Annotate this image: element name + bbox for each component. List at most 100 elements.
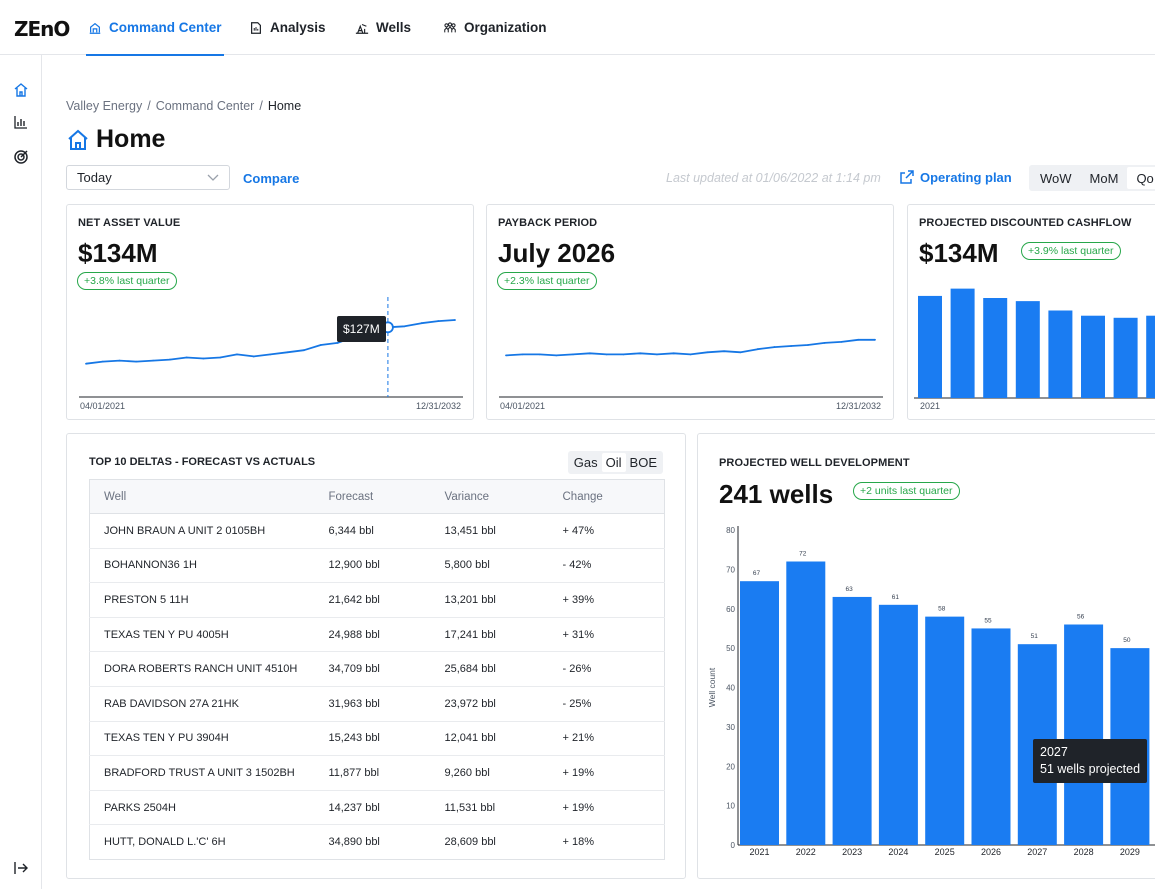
data-point [521,353,524,356]
table-row[interactable]: HUTT, DONALD L.'C' 6H 34,890 bbl 28,609 bb… [90,825,665,860]
column-header-forecast[interactable]: Forecast [314,479,431,514]
cashflow-bar[interactable] [1113,317,1138,398]
home-icon [68,129,88,150]
cell-change: + 39% [548,582,665,618]
cell-change: + 21% [548,721,665,757]
data-point [219,356,222,359]
cell-forecast: 11,877 bbl [314,755,431,791]
period-mom[interactable]: MoM [1089,171,1119,186]
cashflow-bar[interactable] [983,298,1008,398]
document-icon [251,21,261,34]
nav-tab-wells[interactable]: Wells [355,0,411,55]
cell-well: BOHANNON36 1H [89,548,315,584]
tooltip-text: 51 wells projected [1040,762,1141,776]
table-row[interactable]: TEXAS TEN Y PU 4005H 24,988 bbl 17,241 bbl… [89,617,665,653]
change-badge: +3.9% last quarter [1021,242,1121,260]
compare-button[interactable]: Compare [243,171,300,186]
cell-change: - 42% [548,548,665,584]
x-tick-label: 2028 [1074,847,1094,857]
nav-tab-analysis[interactable]: Analysis [249,0,326,55]
period-wow[interactable]: WoW [1040,171,1072,186]
data-point [303,349,305,352]
y-tick-label: 20 [726,762,735,771]
expand-sidebar-icon[interactable] [13,860,29,876]
cell-well: DORA ROBERTS RANCH UNIT 4510H [89,651,315,687]
cashflow-bar[interactable] [1015,301,1040,398]
column-header-well[interactable]: Well [89,479,315,514]
column-header-change[interactable]: Change [548,479,665,514]
cashflow-bar[interactable] [1146,315,1155,398]
data-point [403,325,406,328]
data-point [605,353,608,356]
card-label: PROJECTED WELL DEVELOPMENT [719,457,910,469]
page-title: Home [66,125,165,154]
cashflow-bar[interactable] [950,288,975,398]
start-year: 2021 [920,401,941,411]
cashflow-bar[interactable] [1081,315,1105,398]
table-row[interactable]: TEXAS TEN Y PU 3904H 15,243 bbl 12,041 bbl… [89,721,665,757]
operating-plan-link[interactable]: Operating plan [900,170,1012,185]
cell-forecast: 34,709 bbl [314,651,431,687]
table-row[interactable]: DORA ROBERTS RANCH UNIT 4510H 34,709 bbl 2… [89,651,665,687]
end-date: 12/31/2032 [415,401,461,411]
tooltip-year: 2027 [1040,745,1068,759]
nav-tab-command-center[interactable]: Command Center [86,0,224,56]
cell-forecast: 24,988 bbl [314,617,431,653]
table-row[interactable]: BRADFORD TRUST A UNIT 3 1502BH 11,877 bbl… [89,755,665,791]
data-point [723,350,725,353]
data-point [286,351,289,354]
well-bar[interactable] [832,596,872,845]
x-tick-label: 2027 [1027,847,1047,857]
table-row[interactable]: BOHANNON36 1H 12,900 bbl 5,800 bbl - 42% [89,548,665,584]
app-logo[interactable]: ZEnO [14,17,70,41]
toggle-gas[interactable]: Gas [573,455,598,470]
dashboard-icon [89,22,101,34]
well-bar[interactable] [740,581,779,845]
oil-well-icon [355,23,369,34]
table-row[interactable]: RAB DAVIDSON 27A 21HK 31,963 bbl 23,972 bb… [89,686,665,722]
x-tick-label: 2022 [796,847,816,857]
operating-plan-label: Operating plan [920,170,1012,185]
nav-label: Wells [376,20,412,35]
column-header-variance[interactable]: Variance [430,479,549,514]
table-row[interactable]: PARKS 2504H 14,237 bbl 11,531 bbl + 19% [89,790,665,826]
start-date: 04/01/2021 [80,401,126,411]
data-point [773,346,776,348]
table-row[interactable]: PRESTON 5 11H 21,642 bbl 13,201 bbl + 39% [89,582,665,618]
card-label: NET ASSET VALUE [78,217,181,229]
y-tick-label: 0 [731,841,736,850]
toggle-oil[interactable]: Oil [601,453,626,472]
nav-tab-organization[interactable]: Organization [443,0,547,55]
bar-value-label: 56 [1077,614,1085,621]
well-bar[interactable] [786,561,826,846]
date-range-select[interactable]: Today [66,165,230,190]
well-bar[interactable] [878,604,918,845]
cell-change: - 25% [548,686,665,722]
period-qoq[interactable]: Qo [1127,167,1155,189]
change-badge: +2.3% last quarter [497,272,597,290]
data-point [555,354,558,357]
well-bar[interactable] [1064,624,1104,846]
y-tick-label: 40 [726,684,735,693]
bar-chart-icon[interactable] [13,114,29,130]
cell-variance: 25,684 bbl [430,651,549,687]
cell-change: + 47% [548,513,665,549]
cell-variance: 28,609 bbl [444,836,496,849]
deltas-table: Well Forecast Variance Change JOHN BRAUN… [89,479,665,860]
well-bar[interactable] [971,628,1011,845]
data-point [420,322,423,325]
cell-forecast: 14,237 bbl [314,790,431,826]
breadcrumb-section[interactable]: Command Center [155,99,255,113]
cashflow-bar[interactable] [918,295,942,398]
data-point [689,353,692,356]
toggle-boe[interactable]: BOE [629,455,657,470]
y-axis-title: Well count [707,667,717,707]
breadcrumb-org[interactable]: Valley Energy [66,99,143,113]
table-row[interactable]: JOHN BRAUN A UNIT 2 0105BH 6,344 bbl 13,45… [89,513,665,549]
target-icon[interactable] [13,149,29,165]
bar-value-label: 55 [984,617,992,624]
well-bar[interactable] [925,616,965,845]
home-icon[interactable] [13,82,29,98]
cashflow-bar[interactable] [1048,310,1073,399]
data-point [706,351,709,354]
